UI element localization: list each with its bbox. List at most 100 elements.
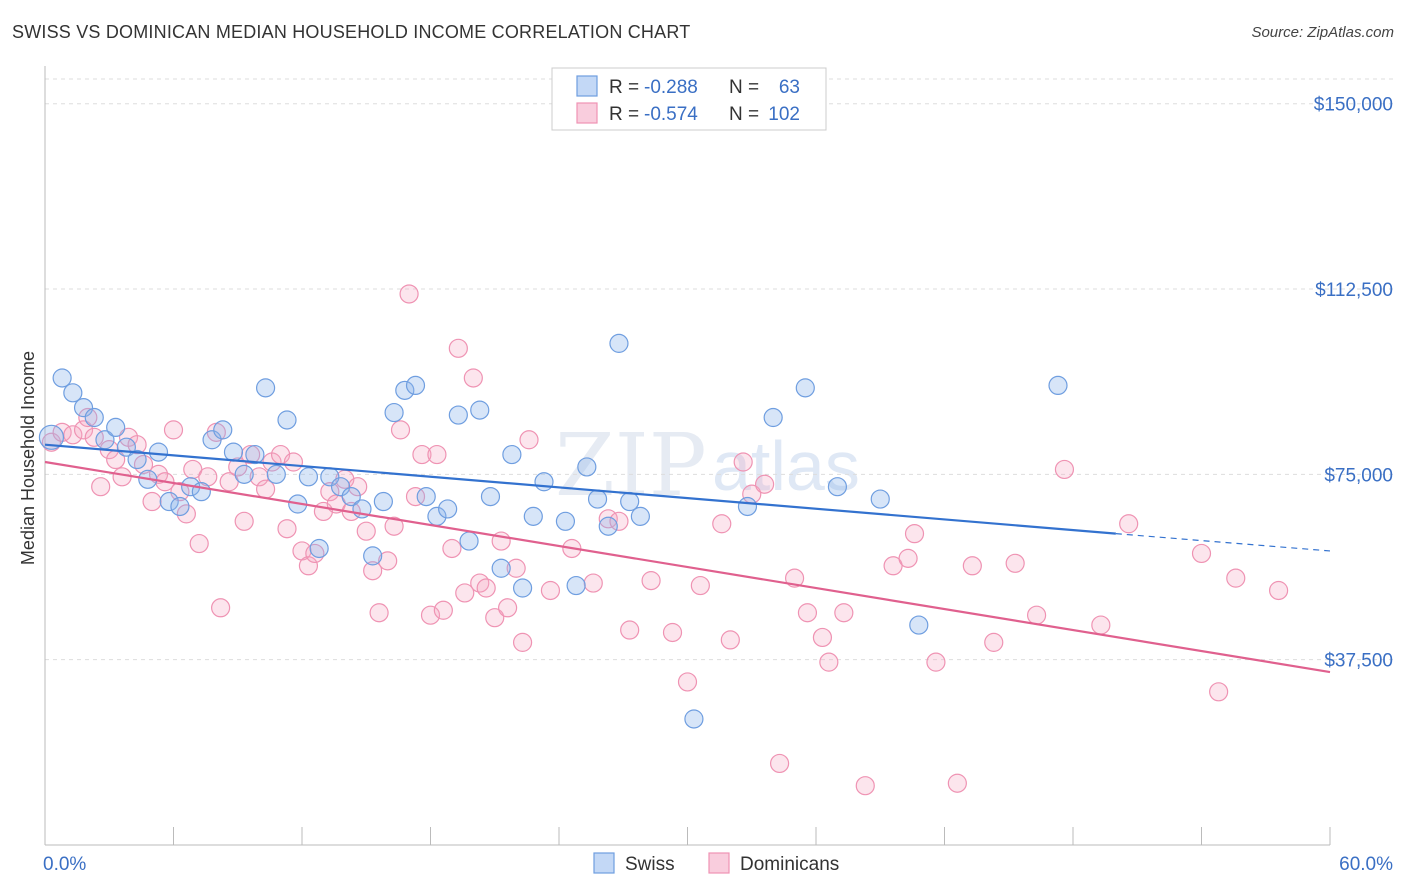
dominicans-point — [797, 603, 818, 623]
dominicans-n-value: 102 — [768, 104, 800, 125]
y-tick-labels: $37,500 $75,000 $112,500 $150,000 — [1314, 95, 1393, 672]
dominicans-point — [455, 583, 475, 603]
dominicans-point — [189, 533, 209, 554]
dominicans-point — [662, 622, 683, 643]
dominicans-point — [41, 432, 62, 452]
dominicans-point — [320, 482, 340, 502]
dominicans-bottom-swatch — [708, 852, 730, 874]
y-tick-label: $112,500 — [1315, 280, 1393, 301]
y-tick-label: $37,500 — [1324, 651, 1393, 672]
dominicans-point — [476, 578, 496, 598]
dominicans-trend-line — [44, 460, 1331, 674]
dominicans-point — [369, 603, 389, 623]
swiss-n-label: N = — [729, 77, 759, 98]
y-axis-label: Median Household Income — [18, 351, 38, 565]
swiss-r-value: -0.288 — [644, 77, 698, 98]
dominicans-point — [112, 467, 132, 487]
dominicans-point — [463, 368, 483, 388]
dominicans-point — [427, 444, 447, 465]
dominicans-point — [926, 652, 946, 672]
stats-legend: R = -0.288 N = 63 R = -0.574 N = 102 — [551, 67, 827, 131]
dominicans-point — [712, 514, 732, 534]
swiss-point — [598, 516, 618, 536]
dominicans-point — [176, 504, 196, 524]
dominicans-point — [819, 652, 839, 672]
dominicans-point — [78, 407, 98, 428]
dominicans-point — [962, 556, 982, 576]
swiss-point — [684, 709, 704, 729]
dominicans-point — [754, 474, 775, 494]
dominicans-bottom-label: Dominicans — [740, 854, 839, 875]
dominicans-point — [470, 573, 490, 593]
chart-title: SWISS VS DOMINICAN MEDIAN HOUSEHOLD INCO… — [12, 22, 691, 42]
swiss-point — [909, 615, 929, 635]
dominicans-point — [834, 603, 854, 623]
y-tick-label: $75,000 — [1324, 465, 1393, 486]
dominicans-point — [356, 521, 376, 541]
dominicans-point — [405, 486, 426, 507]
dominicans-point — [947, 773, 967, 793]
swiss-n-value: 63 — [779, 77, 800, 98]
x-tick-label: 60.0% — [1339, 854, 1393, 875]
swiss-point — [223, 442, 244, 462]
dominicans-point — [390, 420, 411, 440]
dominicans-point — [1226, 568, 1246, 588]
y-tick-label: $150,000 — [1314, 95, 1393, 116]
swiss-trend-extension — [1115, 533, 1331, 552]
swiss-point — [148, 442, 169, 462]
swiss-r-label: R = — [609, 77, 639, 98]
swiss-point — [298, 467, 319, 487]
swiss-point — [63, 383, 83, 403]
swiss-point — [577, 457, 597, 477]
source-label: Source: ZipAtlas.com — [1251, 24, 1394, 41]
dominicans-r-value: -0.574 — [644, 104, 698, 125]
swiss-point — [202, 430, 222, 450]
dominicans-point — [1119, 514, 1139, 534]
dominicans-point — [984, 632, 1004, 652]
swiss-point — [38, 424, 65, 450]
x-tick-labels: 0.0% 60.0% — [43, 854, 1393, 875]
dominicans-point — [690, 575, 710, 596]
dominicans-point — [91, 477, 111, 497]
dominicans-point — [641, 571, 661, 591]
swiss-point — [630, 506, 650, 526]
swiss-point — [416, 486, 436, 507]
dominicans-point — [1191, 543, 1212, 564]
dominicans-point — [228, 457, 248, 477]
x-tick-label: 0.0% — [43, 854, 86, 875]
dominicans-point — [1268, 580, 1289, 601]
dominicans-point — [63, 425, 83, 445]
swiss-point — [587, 489, 608, 509]
dominicans-point — [1005, 553, 1025, 573]
swiss-point — [870, 489, 890, 509]
dominicans-point — [363, 561, 383, 581]
swiss-point — [395, 380, 415, 400]
dominicans-point — [298, 556, 319, 576]
bottom-legend: Swiss Dominicans — [593, 852, 839, 875]
watermark-atlas: atlas — [712, 427, 860, 505]
swiss-point — [373, 491, 393, 512]
dominicans-point — [1091, 615, 1111, 635]
swiss-point — [470, 400, 490, 420]
dominicans-point — [378, 551, 398, 571]
dominicans-point — [277, 519, 297, 539]
swiss-point — [609, 333, 629, 353]
dominicans-point — [812, 627, 833, 648]
swiss-legend-swatch — [576, 75, 598, 97]
swiss-bottom-label: Swiss — [625, 854, 675, 875]
swiss-point — [213, 420, 233, 440]
dominicans-points — [41, 284, 1289, 796]
dominicans-point — [620, 620, 640, 640]
dominicans-point — [485, 608, 505, 628]
swiss-point — [106, 417, 126, 438]
dominicans-point — [399, 284, 419, 304]
dominicans-point — [384, 516, 404, 536]
swiss-point — [159, 491, 179, 512]
dominicans-point — [73, 420, 94, 440]
dominicans-point — [733, 452, 753, 472]
swiss-point — [266, 464, 286, 484]
dominicans-point — [348, 477, 368, 497]
swiss-point — [459, 531, 479, 551]
swiss-point — [523, 506, 543, 526]
dominicans-point — [163, 420, 184, 440]
